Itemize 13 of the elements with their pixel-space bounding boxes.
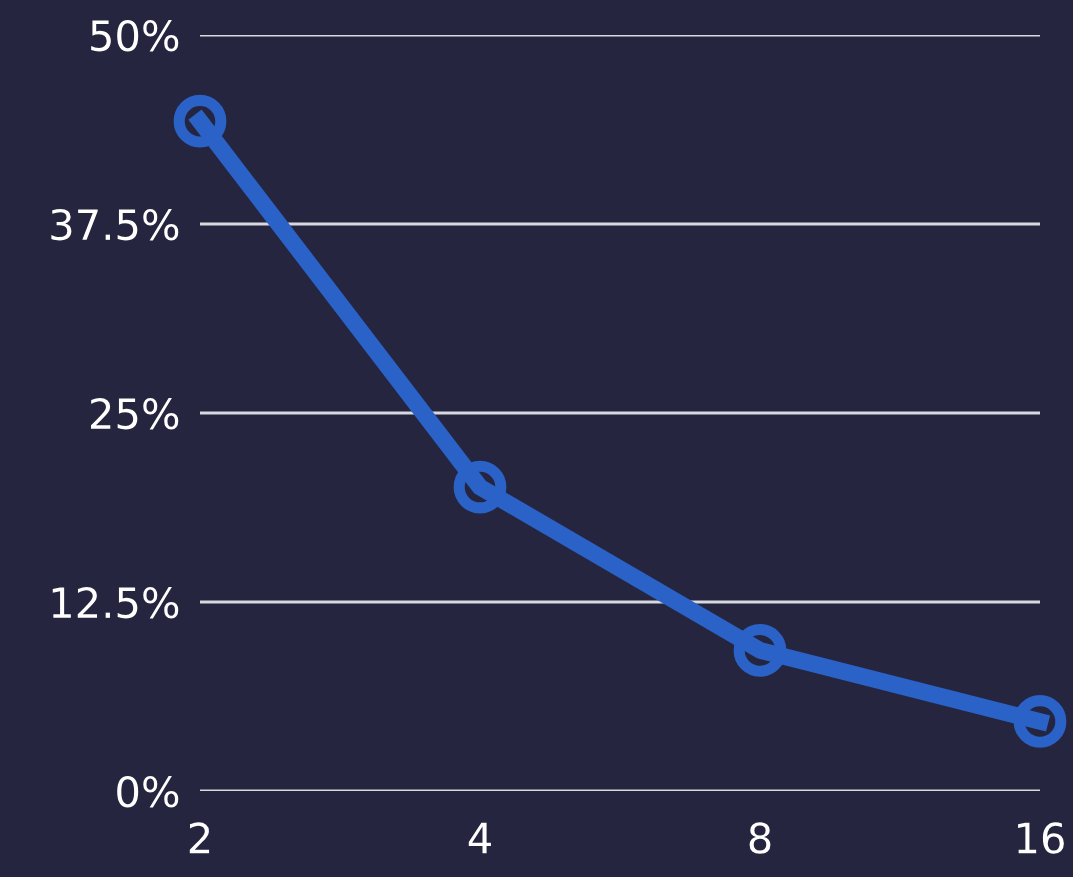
x-tick-label: 16 [1018,822,1064,854]
x-tick-label: 4 [468,822,491,854]
y-tick-label: 50% [91,19,179,52]
y-tick-label: 0% [117,775,179,808]
y-tick-label: 37.5% [51,208,179,241]
y-tick-label: 25% [91,397,179,430]
point [453,460,507,514]
x-tick-label: 2 [189,822,210,854]
point [733,623,787,677]
point [1013,695,1067,748]
x-tick-label: 8 [749,822,771,854]
point [173,94,227,148]
y-tick-label: 12.5% [52,586,179,619]
